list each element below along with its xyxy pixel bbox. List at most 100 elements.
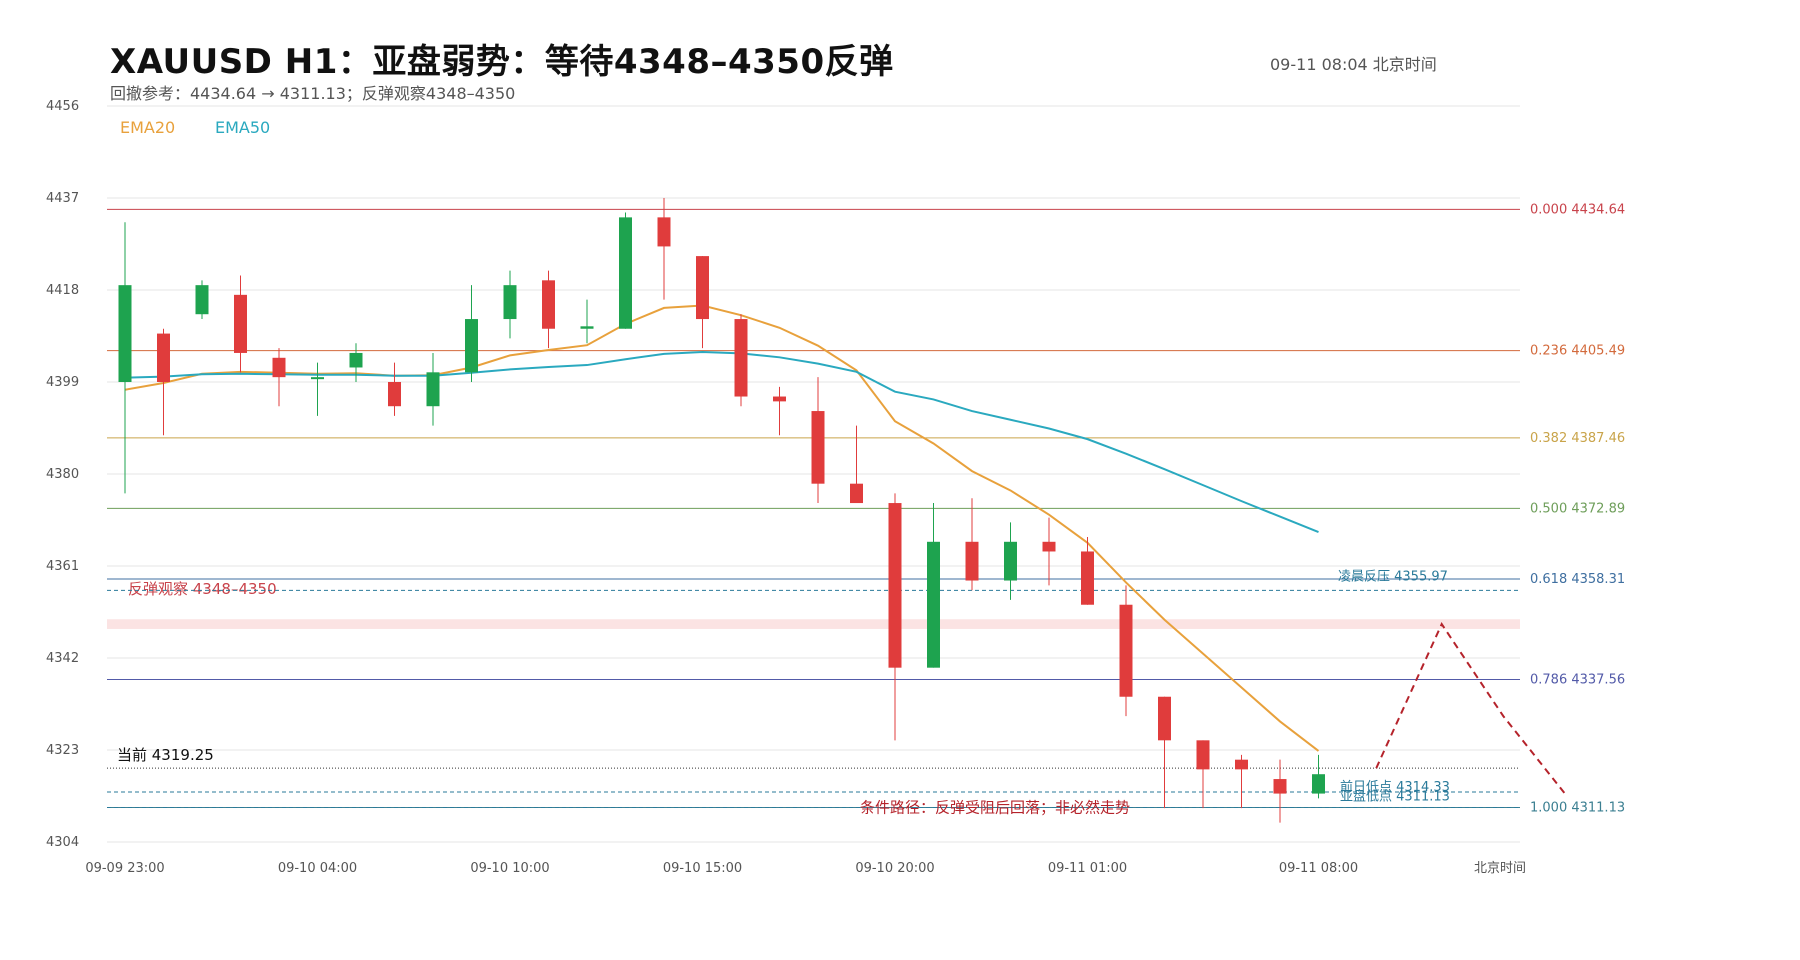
candle: [465, 285, 478, 382]
x-tick-label: 09-10 20:00: [855, 861, 934, 876]
candle-body: [349, 352, 363, 368]
candle: [580, 299, 594, 344]
reference-label: 前日低点 4314.33: [1340, 779, 1450, 795]
candle: [1312, 754, 1325, 799]
ema-line-ema20: [124, 304, 1320, 752]
candle: [1235, 754, 1248, 809]
x-tick-label: 09-09 23:00: [85, 861, 164, 876]
ema-line-ema50: [124, 350, 1319, 534]
timestamp: 09-11 08:04 北京时间: [1270, 55, 1437, 74]
candle-body: [1273, 779, 1287, 794]
candle: [1273, 759, 1287, 823]
candle-body: [773, 396, 786, 402]
candle: [234, 275, 247, 373]
y-tick-label: 4342: [46, 651, 79, 666]
chart-subtitle: 回撤参考：4434.64 → 4311.13；反弹观察4348–4350: [110, 84, 516, 103]
candle: [1081, 536, 1094, 605]
candle-body: [1158, 696, 1171, 741]
candle-body: [619, 217, 632, 329]
candle-body: [657, 217, 671, 247]
chart-title: XAUUSD H1：亚盘弱势：等待4348–4350反弹: [110, 42, 894, 82]
candle-body: [850, 483, 863, 504]
candle-body: [503, 285, 517, 320]
projection-path: 条件路径：反弹受阻后回落；非必然走势: [860, 622, 1566, 816]
candle-body: [580, 326, 594, 329]
y-tick-label: 4456: [46, 99, 79, 114]
candle-body: [1119, 604, 1133, 697]
candle-body: [965, 541, 979, 581]
fib-levels: 0.000 4434.64 0.236 4405.49 0.382 4387.46 0…: [107, 202, 1625, 815]
x-tick-label: 09-10 04:00: [278, 861, 357, 876]
candle: [773, 386, 786, 436]
candle: [311, 362, 324, 416]
candle-body: [696, 256, 709, 320]
candle: [619, 212, 632, 329]
candle-body: [1312, 774, 1325, 794]
candle: [1196, 740, 1210, 809]
candles: [118, 198, 1325, 823]
candle: [542, 270, 555, 349]
candle: [965, 498, 979, 591]
candle: [811, 377, 825, 504]
candle: [157, 328, 170, 436]
candle: [1042, 517, 1056, 586]
candle-body: [1235, 759, 1248, 770]
candle: [195, 280, 209, 320]
x-tick-label: 09-11 01:00: [1048, 861, 1127, 876]
candle-body: [388, 382, 401, 407]
zone-band: [107, 619, 1520, 629]
fib-label: 0.382 4387.46: [1530, 431, 1625, 446]
candle-body: [118, 285, 132, 382]
candle-body: [1004, 541, 1017, 581]
reference-label: 凌晨反压 4355.97: [1338, 569, 1448, 584]
x-tick-label: 09-11 08:00: [1279, 861, 1358, 876]
fib-label: 0.236 4405.49: [1530, 344, 1625, 359]
candle-body: [1042, 541, 1056, 552]
candle: [1158, 696, 1171, 809]
candle-body: [542, 280, 555, 329]
y-tick-label: 4399: [46, 375, 79, 390]
fib-label: 0.500 4372.89: [1530, 501, 1625, 516]
ema-lines: [124, 304, 1320, 752]
legend-item-ema20: EMA20: [120, 118, 175, 137]
candle: [850, 425, 863, 504]
reference-label: 亚盘低点 4311.13: [1340, 788, 1450, 804]
candle: [657, 198, 671, 300]
legend-item-ema50: EMA50: [215, 118, 270, 137]
candle-body: [1196, 740, 1210, 770]
y-tick-label: 4418: [46, 283, 79, 298]
candle-body: [272, 357, 286, 378]
legend: EMA20 EMA50: [120, 118, 270, 137]
candle: [272, 348, 286, 407]
y-tick-label: 4304: [46, 835, 79, 850]
x-tick-label: 09-10 15:00: [663, 861, 742, 876]
y-tick-label: 4361: [46, 559, 79, 574]
projection-label: 条件路径：反弹受阻后回落；非必然走势: [860, 798, 1130, 816]
y-tick-label: 4437: [46, 191, 79, 206]
candle: [734, 314, 748, 407]
candle: [1004, 522, 1017, 600]
zone-label: 反弹观察 4348–4350: [128, 580, 277, 598]
candle: [426, 352, 440, 426]
candle-body: [734, 319, 748, 397]
candle: [388, 362, 401, 416]
candle-body: [234, 294, 247, 353]
candle-body: [811, 411, 825, 484]
x-tick-label: 09-10 10:00: [470, 861, 549, 876]
candle: [696, 256, 709, 349]
candle-body: [927, 541, 940, 668]
fib-label: 0.618 4358.31: [1530, 572, 1625, 587]
candle-body: [311, 377, 324, 380]
y-tick-label: 4323: [46, 743, 79, 758]
candle: [1119, 585, 1133, 717]
fib-label: 1.000 4311.13: [1530, 800, 1625, 815]
fib-label: 0.786 4337.56: [1530, 672, 1625, 687]
projection-line: [1375, 622, 1566, 795]
candle-body: [1081, 551, 1094, 605]
candle: [888, 493, 902, 741]
current-price-label: 当前 4319.25: [117, 746, 214, 764]
candle-body: [195, 285, 209, 315]
fib-label: 0.000 4434.64: [1530, 202, 1625, 217]
